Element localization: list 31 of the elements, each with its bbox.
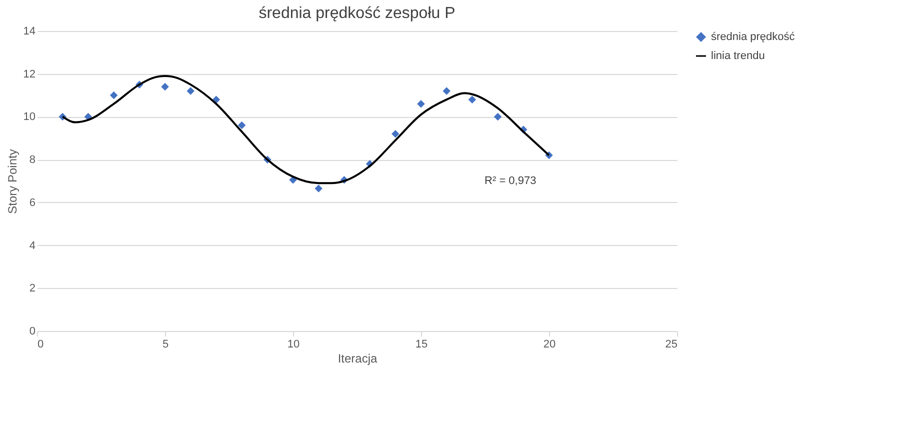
chart-title: średnia prędkość zespołu P	[258, 5, 456, 22]
x-tick-label: 0	[38, 338, 44, 350]
y-tick-label: 6	[29, 196, 36, 209]
point	[392, 130, 400, 138]
x-axis-title: Iteracja	[338, 352, 378, 366]
x-tick-label: 25	[665, 338, 678, 350]
y-tick-label: 4	[29, 240, 36, 252]
point	[468, 96, 476, 104]
point	[442, 87, 450, 95]
y-tick-label: 2	[29, 282, 36, 295]
y-tick-label: 12	[23, 68, 36, 80]
x-tick-label: 20	[543, 338, 556, 350]
y-tick-label: 14	[23, 26, 36, 38]
legend-label: linia trendu	[711, 50, 765, 62]
point	[494, 112, 502, 121]
y-tick-label: 10	[23, 111, 36, 124]
point	[110, 91, 118, 100]
point	[238, 121, 246, 130]
x-tick-label: 5	[162, 338, 169, 350]
y-tick-label: 8	[29, 154, 36, 166]
point	[186, 87, 194, 95]
point	[417, 100, 425, 108]
x-tick-label: 15	[415, 338, 428, 350]
point	[161, 82, 169, 91]
y-axis-title: Story Pointy	[5, 149, 20, 214]
point	[212, 96, 220, 104]
x-tick-label: 10	[287, 338, 300, 350]
point	[314, 184, 322, 192]
y-tick-label: 0	[29, 326, 36, 338]
annotation: R² = 0,973	[484, 175, 536, 187]
legend-label: średnia prędkość	[711, 31, 796, 43]
